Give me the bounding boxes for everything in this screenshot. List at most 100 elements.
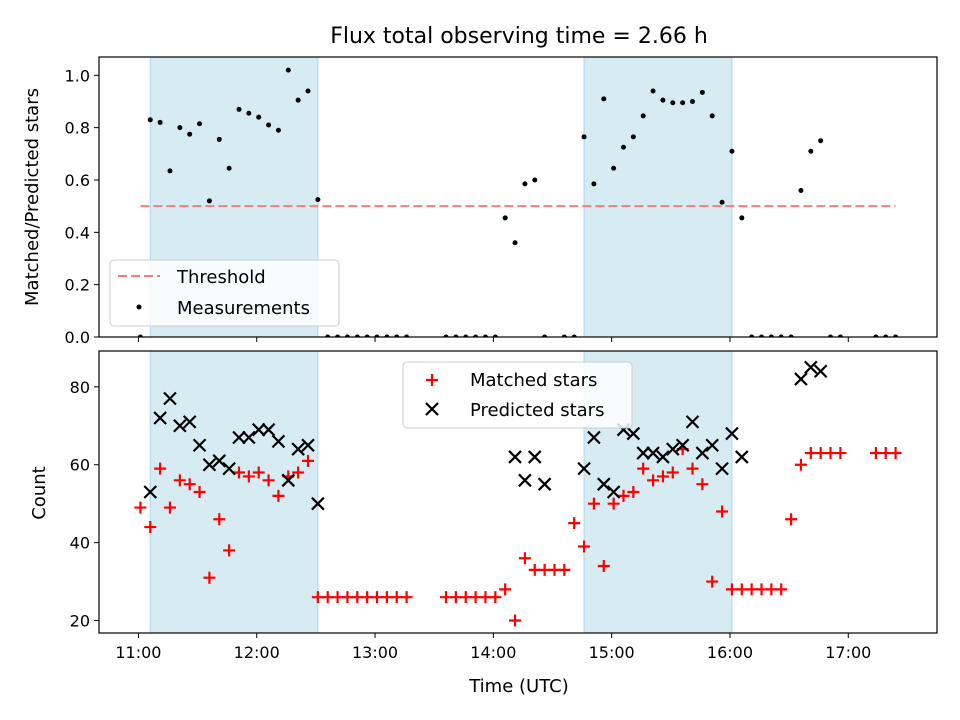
measurement-point — [315, 197, 321, 203]
measurement-point — [374, 334, 380, 337]
axes-frame — [98, 350, 938, 634]
measurement-point — [177, 125, 183, 131]
matched-stars-point — [834, 447, 847, 460]
measurement-point — [226, 165, 232, 171]
matched-stars-point — [232, 466, 245, 479]
axes-frame — [98, 56, 938, 338]
measurement-point — [532, 177, 538, 183]
measurement-point — [404, 334, 410, 337]
predicted-stars-point — [813, 364, 828, 379]
matched-stars-point — [568, 517, 581, 530]
matched-stars-point — [607, 497, 620, 510]
matched-stars-point — [558, 563, 571, 576]
predicted-stars-point — [646, 446, 660, 460]
measurement-point — [883, 334, 889, 337]
predicted-stars-point — [291, 442, 305, 456]
measurement-point — [394, 334, 400, 337]
measurement-point — [325, 334, 331, 337]
matched-stars-point — [262, 474, 275, 487]
measurements-legend-label: Measurements — [177, 298, 310, 319]
predicted-stars-point — [666, 442, 680, 456]
predicted-stars-point — [222, 461, 236, 476]
matched-stars-point — [889, 447, 902, 460]
matched-stars-point — [272, 489, 285, 502]
legend-frame — [402, 361, 633, 429]
measurement-point — [137, 334, 143, 337]
matched-stars-point — [617, 489, 630, 502]
predicted-stars-point — [626, 426, 641, 441]
x-axis-label: Time (UTC) — [468, 676, 569, 697]
predicted-stars-point — [508, 450, 522, 464]
predicted-stars-point — [212, 454, 227, 468]
matched-stars-point — [203, 571, 216, 584]
ratio-legend: Threshold Measurements — [109, 259, 340, 327]
measurement-point — [295, 97, 301, 103]
measurement-point — [384, 334, 390, 337]
measurement-point — [157, 119, 163, 125]
measurement-point — [778, 334, 784, 337]
predicted-stars-point — [596, 477, 611, 491]
measurement-point — [581, 134, 587, 140]
measurement-point — [630, 134, 636, 140]
predicted-stars-point — [695, 446, 710, 460]
predicted-stars-point — [656, 450, 670, 464]
y-tick-label: 20 — [70, 612, 90, 631]
measurement-point — [749, 334, 755, 337]
matched-stars-point — [183, 478, 196, 491]
matched-stars-point — [775, 583, 788, 596]
x-tick-label: 14:00 — [470, 643, 516, 662]
measurement-point — [275, 127, 281, 133]
predicted-stars-point — [192, 438, 207, 453]
predicted-stars-point — [606, 485, 621, 499]
measurement-point — [246, 110, 252, 116]
matched-stars-point — [666, 466, 679, 479]
measurement-point — [788, 334, 794, 337]
predicted-stars-point — [527, 450, 542, 464]
count-legend: Matched stars Predicted stars — [402, 361, 633, 429]
predicted-stars-point — [725, 426, 739, 441]
measurement-point — [670, 100, 676, 106]
x-tick-label: 11:00 — [115, 643, 161, 662]
measurement-point — [571, 334, 577, 337]
shaded-interval — [149, 350, 319, 634]
measurement-point — [335, 334, 341, 337]
predicted-stars-point — [251, 422, 266, 437]
y-tick-label: 0.4 — [65, 223, 90, 242]
measurement-point — [601, 96, 607, 102]
x-tick-label: 13:00 — [352, 643, 398, 662]
measurement-point — [808, 148, 814, 154]
predicted-stars-point — [202, 457, 217, 472]
predicted-stars-point — [271, 434, 286, 449]
matched-stars-point — [489, 591, 502, 604]
predicted-stars-point — [163, 391, 177, 406]
series-markers — [137, 67, 899, 337]
measurement-point — [798, 187, 804, 193]
predicted-stars-point — [301, 438, 315, 453]
matched-stars-point — [716, 505, 729, 518]
measurement-point — [611, 165, 617, 171]
measurement-point — [492, 334, 498, 337]
matched-stars-point — [627, 486, 640, 498]
measurement-point — [542, 334, 548, 337]
measurement-point — [709, 113, 715, 119]
measurement-point — [620, 144, 626, 150]
measurement-point — [256, 114, 262, 120]
measurement-point — [502, 215, 508, 221]
y-tick-label: 60 — [70, 456, 90, 475]
measurement-point — [443, 334, 449, 337]
measurements-legend-marker — [136, 304, 142, 310]
measurement-point — [729, 148, 735, 154]
y-tick-label: 80 — [70, 378, 90, 397]
matched-legend-label: Matched stars — [470, 370, 597, 391]
y-tick-label: 40 — [70, 534, 90, 553]
measurement-point — [206, 198, 212, 204]
predicted-stars-point — [675, 438, 690, 453]
measurement-point — [719, 199, 725, 205]
measurement-point — [236, 106, 242, 112]
matched-stars-point — [706, 575, 719, 588]
measurement-point — [266, 122, 272, 128]
predicted-stars-point — [804, 360, 818, 375]
predicted-stars-point — [281, 473, 296, 488]
matched-stars-point — [647, 474, 660, 487]
